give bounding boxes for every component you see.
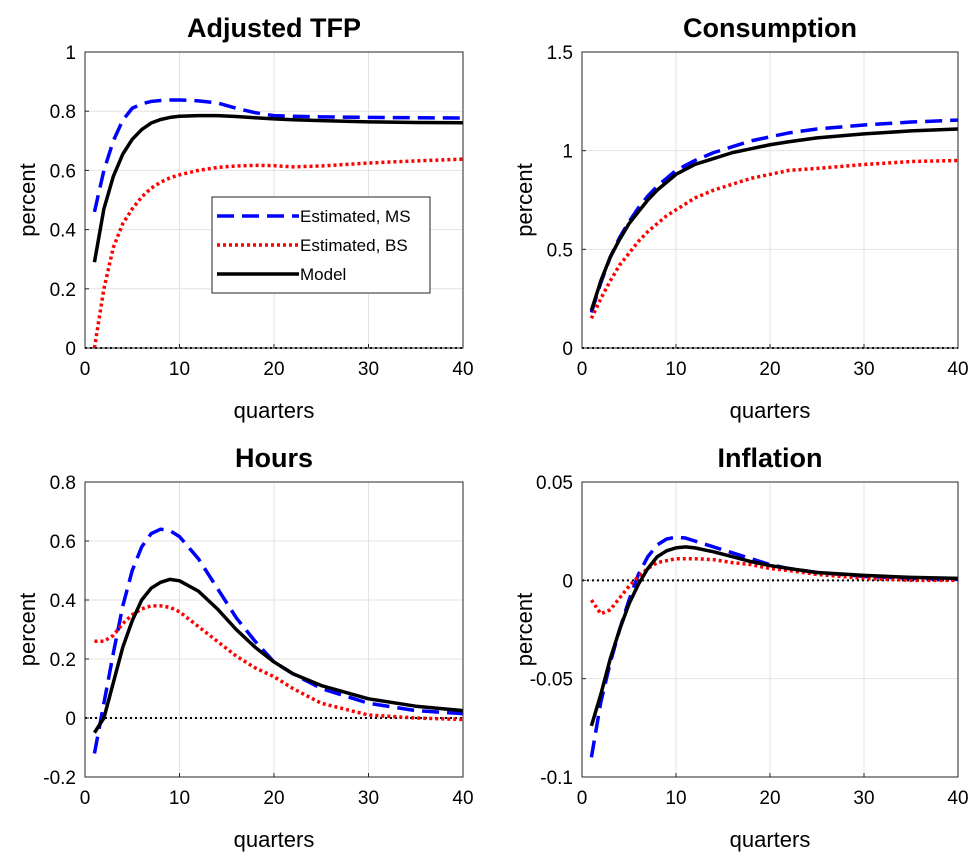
x-tick-label: 30 (853, 359, 874, 380)
y-axis-label: percent (15, 593, 40, 666)
y-tick-label: 0.5 (547, 240, 573, 261)
series-line-estimated-bs (589, 556, 958, 616)
x-tick-label: 40 (947, 359, 968, 380)
y-tick-label: 0 (562, 571, 573, 592)
y-tick-label: -0.2 (43, 768, 76, 789)
y-tick-label: 0 (65, 709, 76, 730)
series-line-estimated-bs (94, 604, 464, 722)
y-tick-label: 0 (562, 339, 573, 360)
x-tick-label: 20 (759, 359, 780, 380)
series-line-model (589, 127, 959, 312)
y-tick-label: 0.05 (536, 473, 573, 494)
chart-panel-4: 0 10 20 30 40 -0.1 -0.05 0 0.05 Inflation quarters… (512, 443, 969, 852)
x-tick-label: 0 (577, 359, 588, 380)
x-tick-label: 10 (665, 359, 686, 380)
x-tick-label: 0 (80, 788, 91, 809)
y-tick-label: -0.1 (540, 768, 573, 789)
y-tick-label: 0.4 (50, 591, 77, 612)
chart-title: Hours (235, 443, 313, 473)
y-tick-label: -0.05 (530, 670, 573, 691)
x-axis-label: quarters (730, 398, 811, 423)
series-line-model (92, 113, 464, 263)
x-tick-label: 10 (665, 788, 686, 809)
chart-panel-2: 0 10 20 30 40 0 0.5 1 1.5 Consumption quarters perc… (512, 13, 969, 423)
chart-title: Inflation (718, 443, 823, 473)
y-tick-label: 0.6 (50, 532, 76, 553)
legend: Estimated, MS Estimated, BS Model (211, 196, 431, 294)
x-axis-label: quarters (234, 398, 315, 423)
chart-title: Consumption (683, 13, 857, 43)
x-tick-label: 40 (452, 359, 473, 380)
legend-label: Estimated, BS (300, 236, 408, 255)
y-axis-label: percent (512, 163, 537, 236)
series-line-estimated-bs (589, 158, 959, 320)
x-tick-label: 10 (169, 788, 190, 809)
x-tick-label: 30 (853, 788, 874, 809)
legend-label: Estimated, MS (300, 207, 411, 226)
x-tick-label: 0 (80, 359, 91, 380)
x-tick-label: 10 (169, 359, 190, 380)
y-tick-label: 0.2 (50, 650, 76, 671)
x-axis-label: quarters (234, 827, 315, 852)
x-tick-label: 30 (358, 788, 379, 809)
chart-title: Adjusted TFP (187, 13, 361, 43)
x-tick-label: 40 (452, 788, 473, 809)
y-tick-label: 1 (562, 142, 573, 163)
x-tick-label: 20 (263, 788, 284, 809)
y-axis-label: percent (512, 593, 537, 666)
y-tick-label: 0.6 (50, 161, 76, 182)
legend-label: Model (300, 265, 346, 284)
y-tick-label: 1.5 (547, 43, 573, 64)
x-tick-label: 30 (358, 359, 379, 380)
x-tick-label: 40 (947, 788, 968, 809)
x-tick-label: 20 (263, 359, 284, 380)
y-tick-label: 0.4 (50, 221, 77, 242)
x-axis-label: quarters (730, 827, 811, 852)
y-tick-label: 0.8 (50, 102, 76, 123)
series-line-model (589, 545, 959, 727)
y-tick-label: 1 (65, 43, 76, 64)
chart-panel-3: 0 10 20 30 40-0.200.20.40.60.8Hoursquartersp… (15, 443, 474, 852)
y-tick-label: 0 (65, 339, 76, 360)
x-tick-label: 20 (759, 788, 780, 809)
series-line-estimated-ms (92, 527, 464, 754)
series-line-model (92, 577, 464, 734)
y-axis-label: percent (15, 163, 40, 236)
y-tick-label: 0.8 (50, 473, 76, 494)
x-tick-label: 0 (577, 788, 588, 809)
chart-panel-1: 0 10 20 30 40 0 0.2 0.4 0.6 0.8 1 Adjusted TFP quart… (15, 13, 474, 423)
y-tick-label: 0.2 (50, 280, 76, 301)
series-line-estimated-bs (92, 157, 464, 349)
